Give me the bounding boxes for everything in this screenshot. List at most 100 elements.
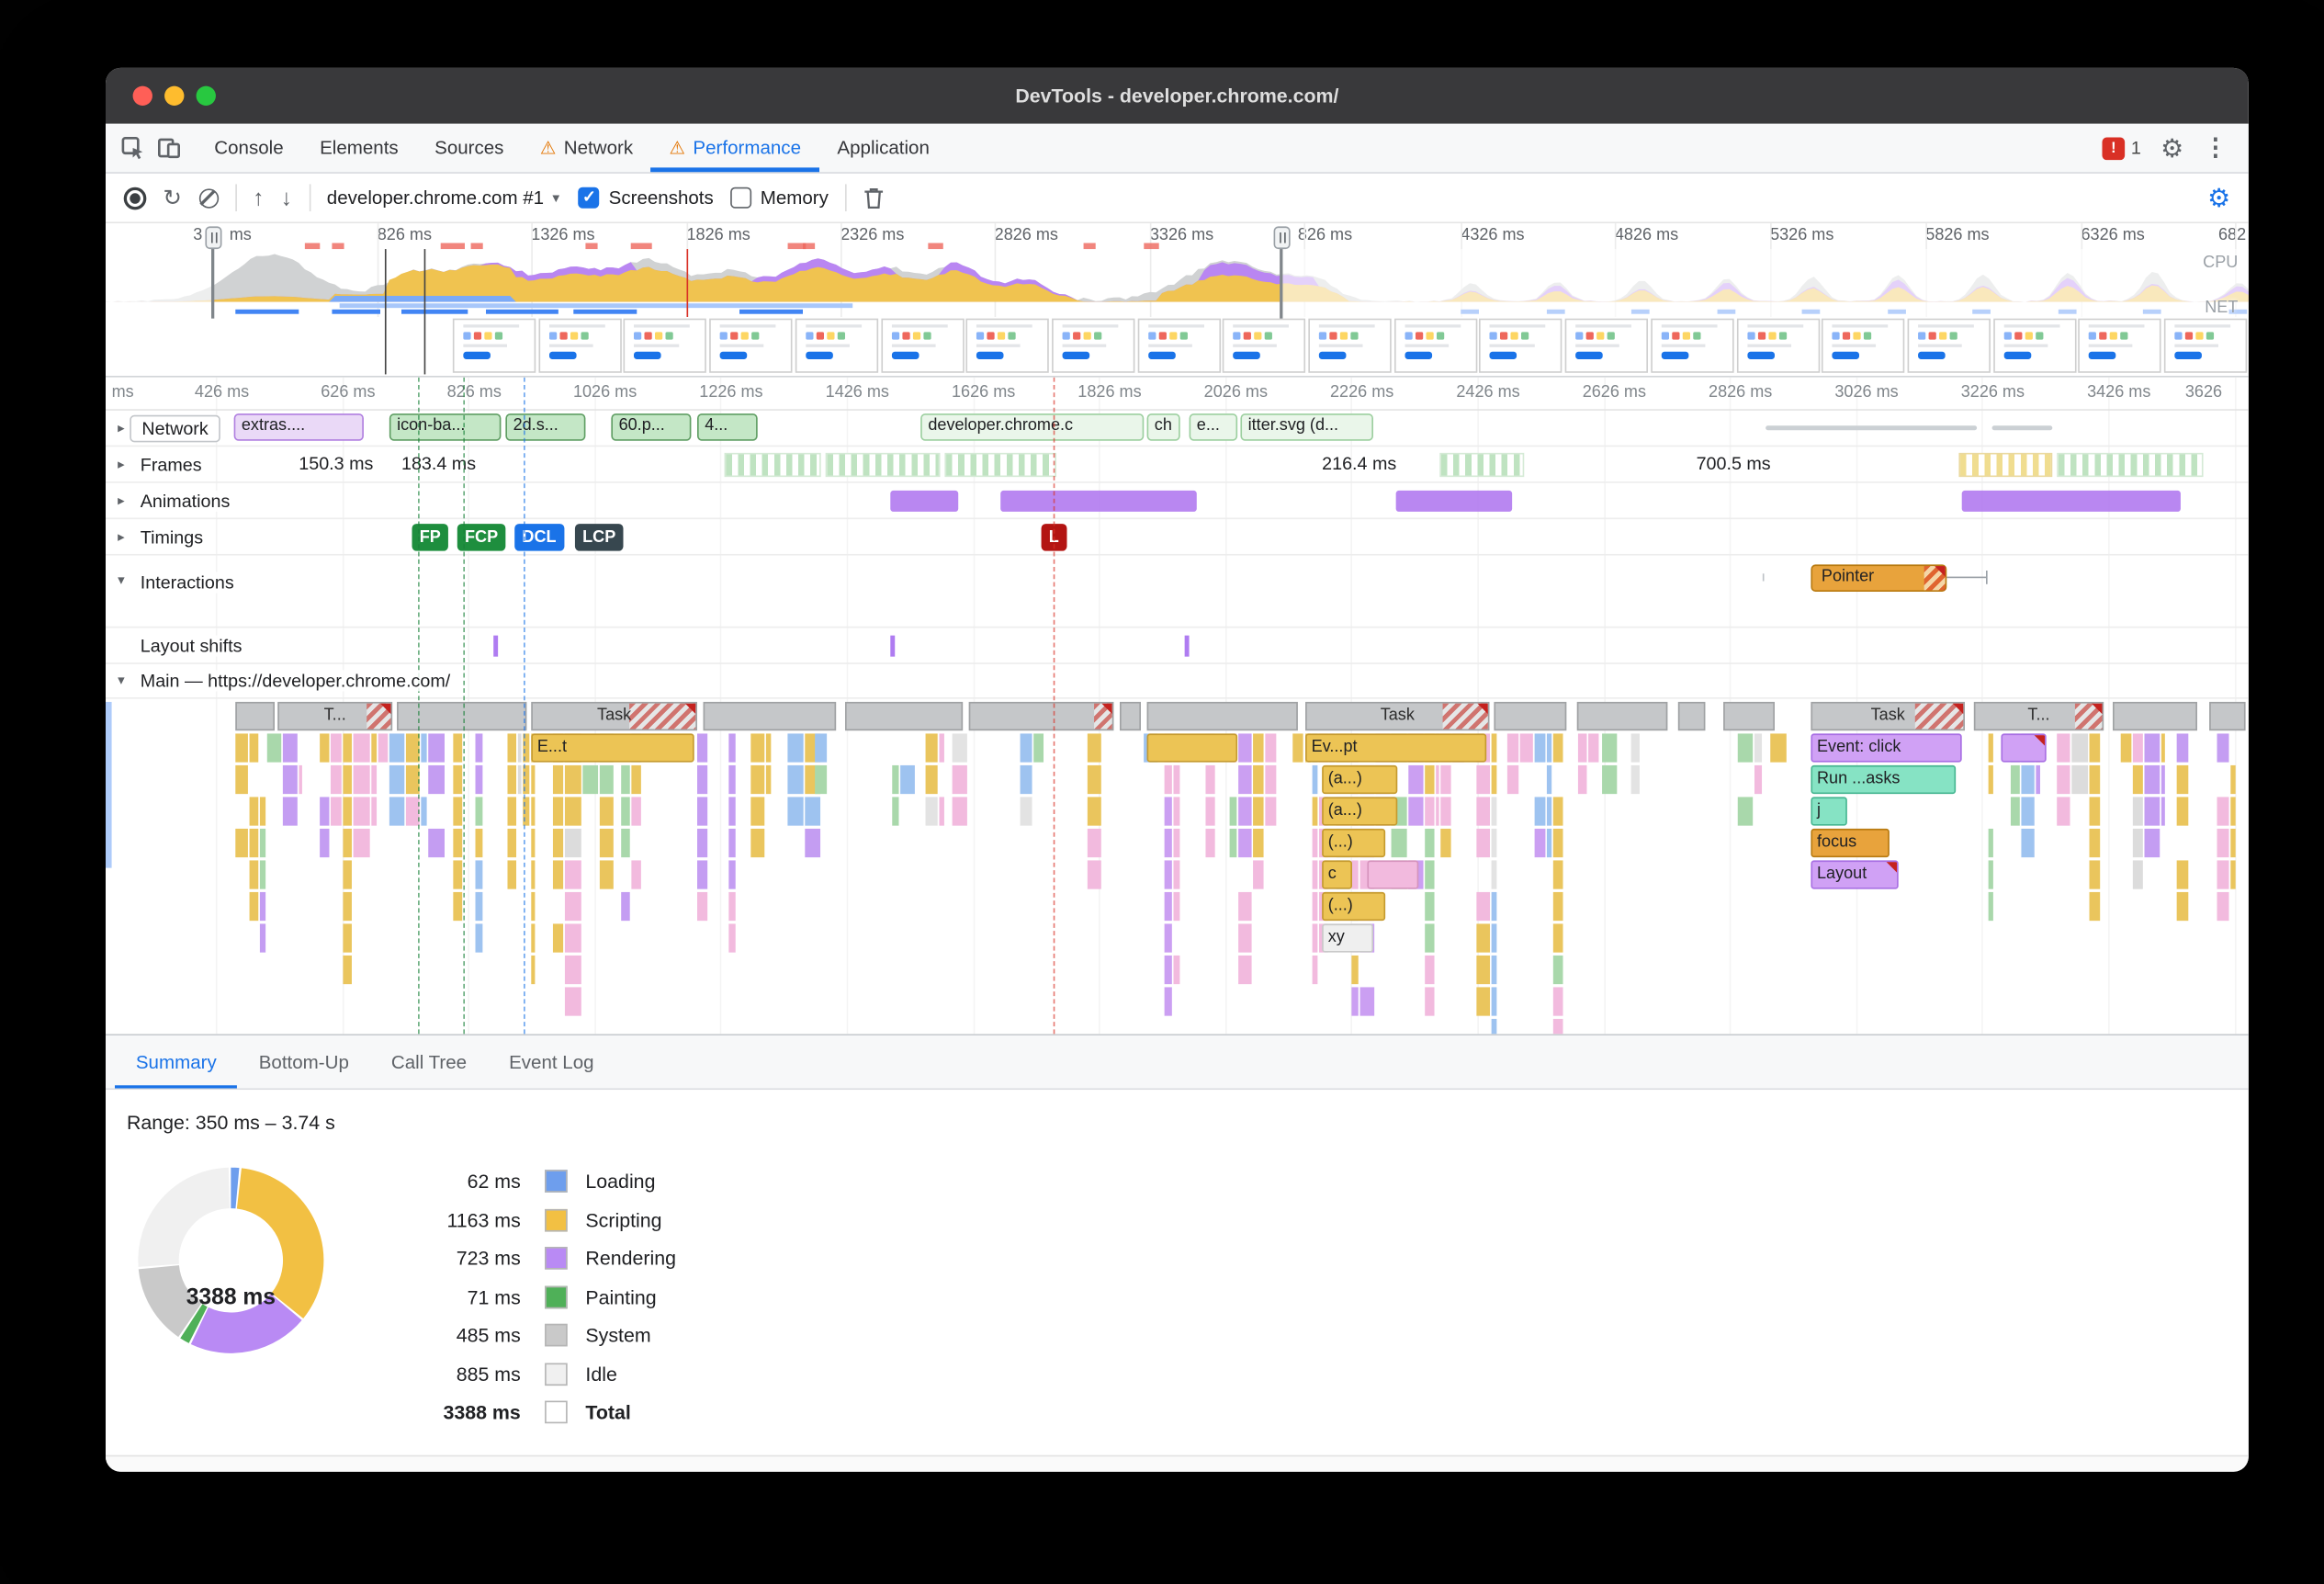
layout-shifts-track-label[interactable]: Layout shifts [135, 634, 247, 656]
frame-segment[interactable] [1958, 452, 2053, 478]
main-task-bar[interactable] [968, 701, 1114, 731]
network-request[interactable]: developer.chrome.c [920, 413, 1145, 441]
main-event-bar[interactable] [1367, 860, 1419, 889]
timings-track-content[interactable]: FP FCP DCL LCP L [106, 519, 2249, 554]
tab-performance[interactable]: ⚠ Performance [651, 124, 819, 173]
horizontal-scrollbar[interactable] [105, 1454, 2249, 1472]
screenshot-thumbnail[interactable] [452, 318, 536, 373]
main-task-bar[interactable] [1576, 701, 1668, 731]
main-task-bar[interactable] [844, 701, 964, 731]
main-task-bar[interactable]: T... [277, 701, 393, 731]
memory-checkbox[interactable]: Memory [729, 187, 829, 209]
main-event-bar[interactable]: Run ...asks [1811, 764, 1957, 795]
tab-console[interactable]: Console [197, 124, 302, 173]
issues-badge[interactable]: ! 1 [2102, 136, 2141, 160]
screenshot-thumbnail[interactable] [880, 318, 964, 373]
drag-grip-icon[interactable] [1273, 226, 1291, 250]
interactions-track-label[interactable]: Interactions [135, 571, 239, 594]
screenshot-thumbnail[interactable] [1393, 318, 1477, 373]
screenshot-thumbnail[interactable] [1137, 318, 1221, 373]
main-task-bar[interactable] [1494, 701, 1567, 731]
frame-segment[interactable] [1439, 452, 1525, 478]
save-profile-button[interactable]: ↓ [280, 185, 293, 211]
network-request[interactable]: itter.svg (d... [1240, 413, 1373, 441]
animation-bar[interactable] [1961, 490, 2181, 512]
network-request[interactable]: 60.p... [611, 413, 692, 441]
main-event-bar[interactable]: (...) [1322, 828, 1386, 858]
interactions-track-content[interactable]: Pointer [106, 556, 2249, 627]
inspect-element-icon[interactable] [120, 136, 144, 160]
animations-track-content[interactable] [106, 483, 2249, 518]
tab-sources[interactable]: Sources [416, 124, 522, 173]
zoom-window-button[interactable] [196, 85, 216, 106]
overview-right-handle[interactable] [1273, 226, 1291, 319]
close-window-button[interactable] [132, 85, 152, 106]
tab-summary[interactable]: Summary [115, 1035, 238, 1089]
timing-badge-fcp[interactable]: FCP [457, 524, 506, 551]
network-request[interactable]: 4... [696, 413, 758, 441]
overview-left-handle[interactable] [205, 226, 222, 319]
timing-badge-dcl[interactable]: DCL [514, 524, 564, 551]
profile-select-dropdown[interactable]: developer.chrome.com #1 ▼ [327, 187, 562, 209]
main-event-bar[interactable]: c [1322, 860, 1352, 889]
frame-segment[interactable] [944, 452, 1056, 478]
layout-shift-tick[interactable] [890, 635, 896, 657]
timeline-overview-scrubber[interactable]: 3 ms 826 ms 1326 ms 1826 ms 2326 ms 2826 ms 332… [105, 223, 2249, 378]
animation-bar[interactable] [1395, 490, 1513, 512]
screenshot-thumbnail[interactable] [624, 318, 707, 373]
frame-segment[interactable] [724, 452, 821, 478]
main-task-bar[interactable] [703, 701, 837, 731]
window-titlebar[interactable]: DevTools - developer.chrome.com/ [105, 67, 2249, 124]
animation-bar[interactable] [1000, 490, 1197, 512]
checkbox-box[interactable] [578, 187, 600, 209]
timing-marker-l[interactable]: L [1041, 524, 1067, 551]
main-task-bar[interactable]: Task [531, 701, 697, 731]
device-toolbar-icon[interactable] [157, 136, 181, 160]
screenshot-thumbnail[interactable] [1308, 318, 1392, 373]
interaction-pointer-bar[interactable]: Pointer [1811, 564, 1947, 592]
track-scrollbar[interactable] [105, 701, 112, 868]
network-request[interactable] [1766, 425, 1978, 431]
animations-track-label[interactable]: Animations [135, 490, 235, 512]
screenshot-thumbnail[interactable] [1051, 318, 1135, 373]
screenshot-filmstrip[interactable] [106, 318, 2249, 373]
main-event-bar[interactable]: (a...) [1322, 764, 1398, 795]
screenshot-thumbnail[interactable] [537, 318, 622, 373]
minimize-window-button[interactable] [164, 85, 185, 106]
main-task-bar[interactable] [235, 701, 275, 731]
clear-recording-button[interactable] [198, 187, 219, 208]
tab-network[interactable]: ⚠ Network [522, 124, 651, 173]
timing-badge-lcp[interactable]: LCP [574, 524, 624, 551]
screenshot-thumbnail[interactable] [2163, 318, 2248, 373]
main-task-bar[interactable]: T... [1973, 701, 2104, 731]
frames-expand-triangle[interactable]: ▸ [118, 456, 125, 471]
network-request[interactable]: icon-ba... [389, 413, 502, 441]
layout-shift-tick[interactable] [493, 635, 499, 657]
layout-shift-tick[interactable] [1184, 635, 1190, 657]
main-task-bar[interactable] [2112, 701, 2197, 731]
load-profile-button[interactable]: ↑ [253, 185, 265, 211]
main-task-bar[interactable] [1677, 701, 1706, 731]
main-task-bar[interactable] [1723, 701, 1775, 731]
screenshots-checkbox[interactable]: Screenshots [578, 187, 714, 209]
main-event-bar[interactable] [2001, 733, 2047, 763]
main-event-bar[interactable]: Ev...pt [1305, 733, 1487, 763]
animation-bar[interactable] [890, 490, 959, 512]
frames-track-label[interactable]: Frames [135, 453, 207, 475]
screenshot-thumbnail[interactable] [1992, 318, 2076, 373]
tab-elements[interactable]: Elements [301, 124, 416, 173]
main-event-bar[interactable]: Event: click [1811, 733, 1962, 763]
tab-application[interactable]: Application [819, 124, 948, 173]
settings-gear-icon[interactable]: ⚙ [2160, 133, 2184, 163]
screenshot-thumbnail[interactable] [965, 318, 1050, 373]
screenshot-thumbnail[interactable] [1650, 318, 1734, 373]
main-task-bar[interactable] [1146, 701, 1298, 731]
main-event-bar[interactable]: focus [1811, 828, 1890, 858]
main-event-bar[interactable]: E...t [531, 733, 694, 763]
network-request[interactable]: ch [1146, 413, 1180, 441]
frames-track-content[interactable]: 150.3 ms 183.4 ms 216.4 ms 700.5 ms [106, 447, 2249, 481]
main-task-bar[interactable] [2209, 701, 2246, 731]
network-request[interactable]: e... [1189, 413, 1238, 441]
more-options-icon[interactable]: ⋮ [2203, 135, 2228, 162]
main-event-bar[interactable]: (a...) [1322, 797, 1398, 826]
